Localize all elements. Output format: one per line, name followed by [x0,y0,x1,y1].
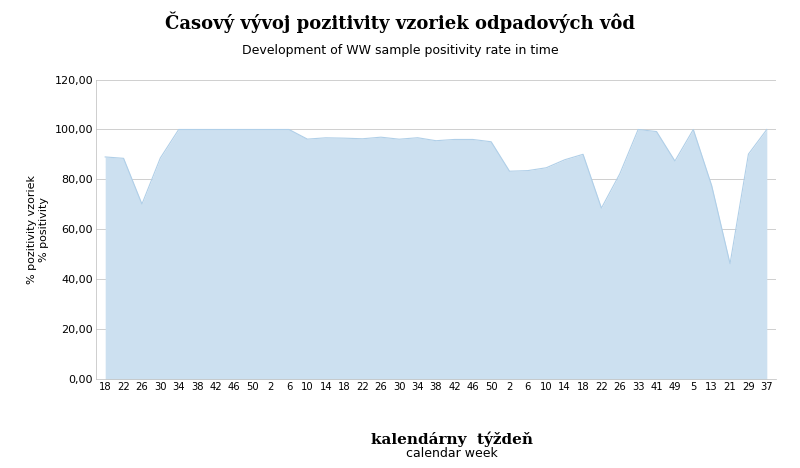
Y-axis label: % pozitivity vzoriek
% positivity: % pozitivity vzoriek % positivity [27,175,49,284]
Text: calendar week: calendar week [406,446,498,460]
Text: Časový vývoj pozitivity vzoriek odpadových vôd: Časový vývoj pozitivity vzoriek odpadový… [165,12,635,33]
Text: kalendárny  týždeň: kalendárny týždeň [371,431,533,447]
Text: Development of WW sample positivity rate in time: Development of WW sample positivity rate… [242,44,558,58]
